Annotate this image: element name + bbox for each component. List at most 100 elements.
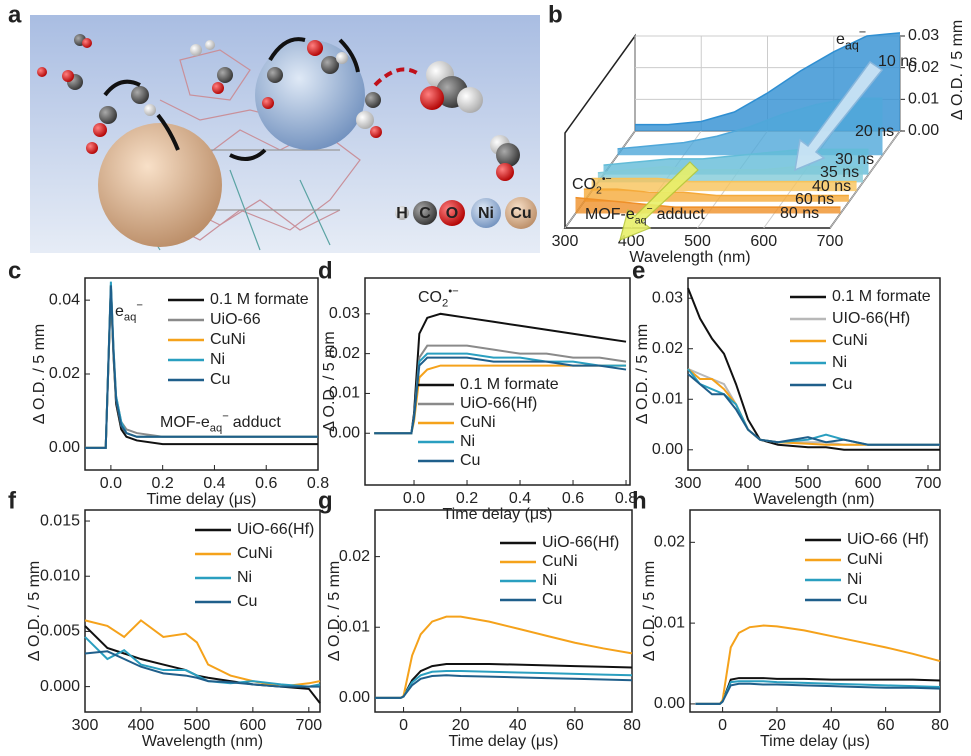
annotation-text: adduct [233, 414, 282, 431]
annotation-superscript: − [222, 411, 229, 423]
y-axis-label: Δ O.D. / 5 mm [31, 324, 48, 424]
y-tick-label: 0.02 [654, 534, 685, 551]
x-axis-label: Time delay (μs) [449, 733, 559, 750]
legend-label: Ni [460, 433, 475, 450]
annotation-text: e [836, 31, 845, 48]
x-tick-label: 500 [795, 475, 822, 492]
annotation-text: MOF-e [160, 414, 210, 431]
atom-label: H [396, 205, 408, 222]
series-line [85, 651, 320, 686]
y-tick-label: 0.00 [49, 439, 80, 456]
panel-label: b [548, 1, 563, 28]
trace-label: 80 ns [780, 205, 819, 222]
x-tick-label: 0.2 [152, 475, 174, 492]
x-tick-label: 60 [566, 717, 584, 734]
y-tick-label: 0.04 [49, 291, 80, 308]
legend-label: Cu [210, 371, 230, 388]
legend-label: UiO-66(Hf) [542, 534, 619, 551]
x-tick-label: 600 [750, 233, 777, 250]
y-tick-label: 0.015 [40, 512, 80, 529]
panel-label: a [8, 1, 22, 28]
y-tick-label: 0.000 [40, 678, 80, 695]
x-tick-label: 400 [128, 717, 155, 734]
series-line [695, 626, 940, 704]
legend-label: Ni [832, 354, 847, 371]
annotation-superscript: − [136, 300, 143, 312]
trace-label: 10 ns [878, 53, 917, 70]
x-tick-label: 600 [855, 475, 882, 492]
panel-label: d [318, 257, 333, 284]
annotation-superscript: − [646, 203, 652, 215]
x-axis-label: Wavelength (nm) [629, 249, 750, 266]
atom-label: Cu [510, 205, 531, 222]
x-tick-label: 300 [72, 717, 99, 734]
plot-frame [85, 510, 320, 712]
x-tick-label: 700 [915, 475, 942, 492]
series-line [688, 369, 940, 445]
x-tick-label: 40 [822, 717, 840, 734]
legend-label: UiO-66(Hf) [237, 521, 314, 538]
annotation: eaq− [115, 300, 143, 324]
legend-label: UiO-66 [210, 311, 261, 328]
series-line [85, 626, 320, 703]
y-axis-label: Δ O.D. / 5 mm [634, 324, 651, 424]
x-tick-label: 40 [509, 717, 527, 734]
annotation-superscript: − [859, 25, 866, 39]
x-tick-label: 20 [768, 717, 786, 734]
legend-label: Cu [832, 376, 852, 393]
figure: aHCONiCub0.000.010.020.03300400500600700… [0, 0, 971, 756]
legend-label: CuNi [460, 414, 496, 431]
panel-label: f [8, 487, 17, 514]
y-tick-label: 0.01 [339, 618, 370, 635]
y-axis-label: Δ O.D. / 5 mm [641, 561, 658, 661]
x-tick-label: 0.2 [456, 490, 478, 507]
x-axis-label: Time delay (μs) [760, 733, 870, 750]
legend-label: CuNi [832, 332, 868, 349]
legend-label: Cu [542, 591, 562, 608]
x-tick-label: 500 [684, 233, 711, 250]
annotation-subscript: aq [845, 39, 859, 53]
y-axis-label: Δ O.D. / 5 mm [321, 331, 338, 431]
y-tick-label: 0.02 [49, 365, 80, 382]
x-tick-label: 60 [877, 717, 895, 734]
cu-sphere [98, 123, 222, 247]
y-tick-label: 0.01 [652, 390, 683, 407]
legend-label: 0.1 M formate [460, 376, 559, 393]
legend-label: Ni [237, 569, 252, 586]
y-tick-label: 0.03 [908, 27, 939, 44]
legend-label: Cu [847, 591, 867, 608]
legend-label: Ni [210, 351, 225, 368]
legend-label: UiO-66(Hf) [460, 395, 537, 412]
annotation-subscript: 2 [442, 298, 448, 310]
series-line [688, 369, 940, 445]
annotation-superscript: •− [602, 173, 612, 185]
y-axis-label: Δ O.D. / 5 mm [949, 20, 966, 120]
x-tick-label: 600 [240, 717, 267, 734]
x-axis-label: Wavelength (nm) [753, 491, 874, 508]
x-tick-label: 0.4 [509, 490, 531, 507]
x-tick-label: 300 [675, 475, 702, 492]
y-tick-label: 0.02 [339, 548, 370, 565]
y-tick-label: 0.00 [908, 122, 939, 139]
atom-label: O [446, 205, 458, 222]
x-axis-label: Time delay (μs) [443, 506, 553, 523]
y-axis-label: Δ O.D. / 5 mm [326, 561, 343, 661]
y-tick-label: 0.00 [339, 689, 370, 706]
panel-label: g [318, 487, 333, 514]
x-tick-label: 700 [817, 233, 844, 250]
series-line [688, 369, 940, 445]
legend-label: Ni [847, 571, 862, 588]
annotation: MOF-eaq−adduct [160, 411, 281, 435]
y-tick-label: 0.00 [652, 441, 683, 458]
x-axis-label: Wavelength (nm) [142, 733, 263, 750]
x-tick-label: 0 [718, 717, 727, 734]
x-tick-label: 0.4 [203, 475, 225, 492]
legend-label: UIO-66(Hf) [832, 310, 910, 327]
plot-frame [688, 278, 940, 470]
annotation-text: CO [572, 176, 596, 193]
panel-label: e [632, 257, 645, 284]
annotation-superscript: •− [448, 286, 458, 298]
y-tick-label: 0.03 [329, 305, 360, 322]
legend-label: Ni [542, 572, 557, 589]
annotation-text: e [115, 303, 124, 320]
